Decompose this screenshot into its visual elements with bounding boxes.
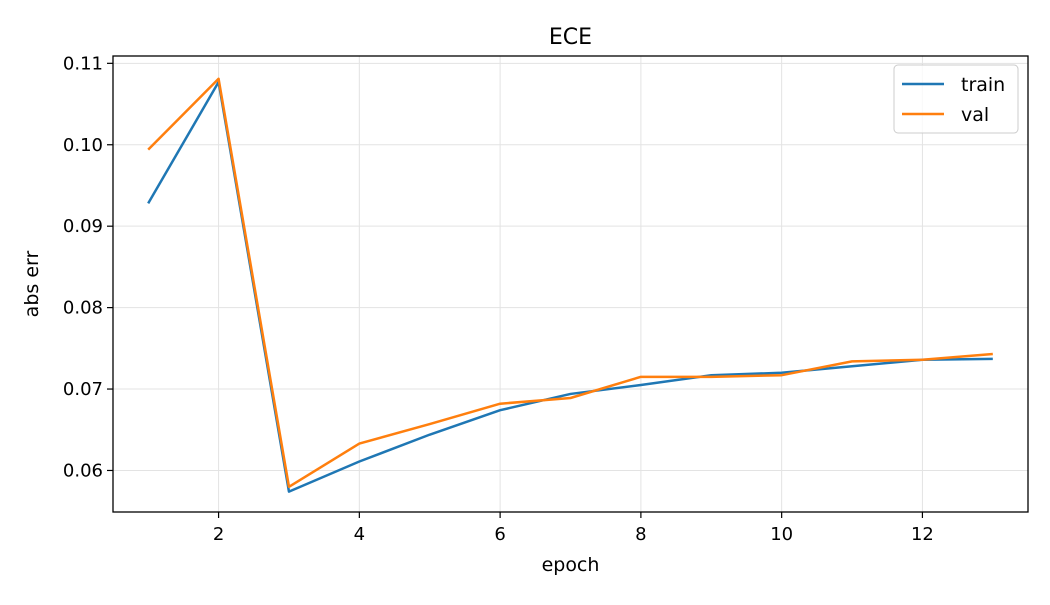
y-tick-label: 0.08 [63, 298, 103, 319]
x-tick-label: 12 [911, 524, 934, 545]
legend-label-val: val [961, 104, 989, 126]
x-tick-label: 2 [213, 524, 224, 545]
series-line-train [147, 80, 993, 493]
y-tick-label: 0.06 [63, 460, 103, 481]
series-lines [147, 77, 993, 493]
y-tick-label: 0.09 [63, 216, 103, 237]
x-tick-label: 4 [354, 524, 365, 545]
series-line-val [147, 77, 993, 489]
x-axis-label: epoch [542, 554, 600, 576]
x-tick-label: 8 [635, 524, 646, 545]
legend-box [893, 64, 1019, 134]
legend: train val [893, 64, 1019, 134]
y-tick-label: 0.07 [63, 379, 103, 400]
y-tick-label: 0.10 [63, 135, 103, 156]
x-tick-label: 10 [770, 524, 793, 545]
chart-title: ECE [549, 25, 592, 50]
legend-label-train: train [961, 74, 1005, 96]
x-tick-label: 6 [494, 524, 505, 545]
axis-ticks: 2 4 6 8 10 12 0.06 0.07 0.08 0.09 0.10 0.11 [63, 53, 934, 545]
y-tick-label: 0.11 [63, 53, 103, 74]
y-axis-label: abs err [21, 251, 43, 318]
plot-frame [112, 55, 1029, 513]
